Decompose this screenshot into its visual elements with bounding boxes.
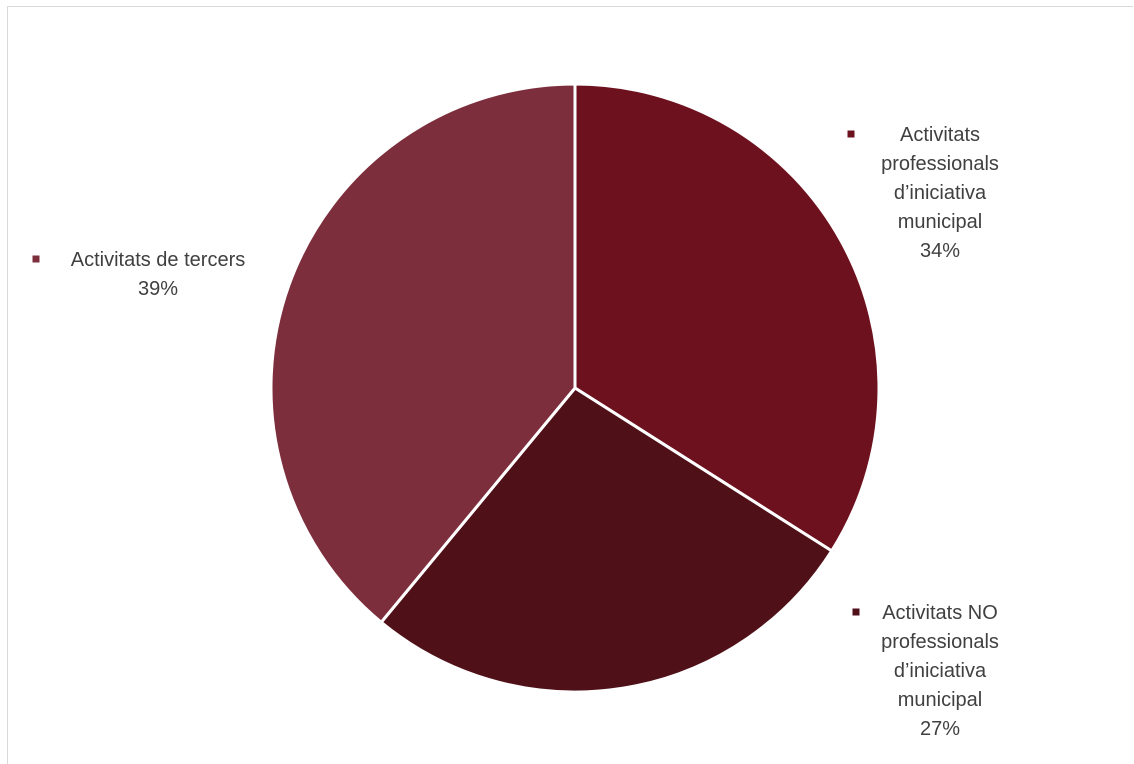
slice-name-label: municipal <box>898 211 982 233</box>
pie-slice <box>379 386 834 694</box>
slice-name-label: professionals <box>881 631 999 653</box>
slice-name-label: d’iniciativa <box>894 182 987 204</box>
legend-marker <box>847 130 855 138</box>
slice-labels: Activitats professionals d’iniciativa munic… <box>32 124 999 740</box>
slice-value-label: 27% <box>920 718 960 740</box>
legend-marker <box>852 608 860 616</box>
slice-name-label: Activitats NO <box>882 602 998 624</box>
pie-slices <box>269 82 881 694</box>
pie-slice <box>269 82 577 624</box>
legend-marker <box>32 255 40 263</box>
slice-value-label: 34% <box>920 240 960 262</box>
slice-name-label: Activitats de tercers <box>71 249 246 271</box>
pie-slice <box>573 82 881 553</box>
slice-name-label: Activitats <box>900 124 980 146</box>
slice-value-label: 39% <box>138 278 178 300</box>
slice-name-label: municipal <box>898 689 982 711</box>
slice-name-label: professionals <box>881 153 999 175</box>
slice-name-label: d’iniciativa <box>894 660 987 682</box>
